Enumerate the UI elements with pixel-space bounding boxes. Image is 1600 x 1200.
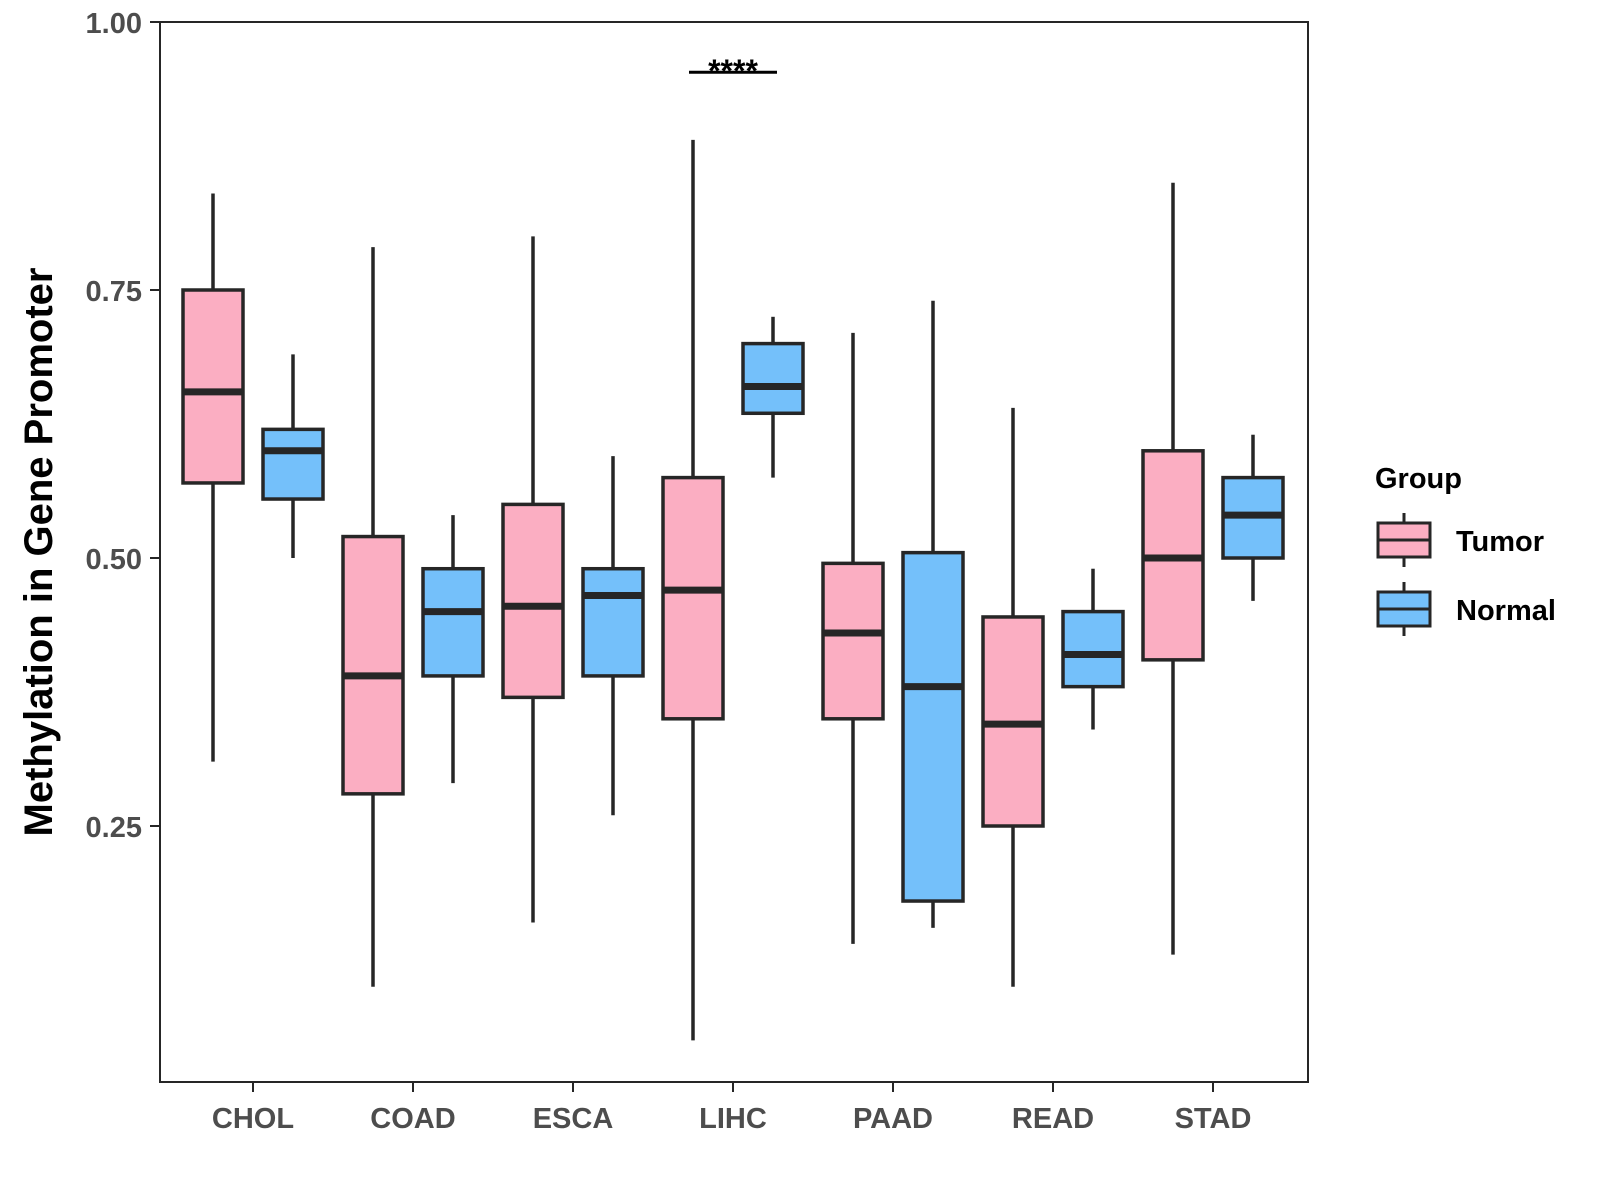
legend: Group Tumor Normal bbox=[1375, 463, 1556, 636]
box-normal-chol bbox=[261, 354, 325, 558]
box-tumor-chol bbox=[181, 193, 245, 762]
y-axis-title: Methylation in Gene Promoter bbox=[17, 268, 61, 837]
box-tumor-read bbox=[981, 407, 1045, 987]
box-normal-stad bbox=[1221, 434, 1285, 601]
plot-panel bbox=[159, 21, 1309, 1083]
x-tick-label: STAD bbox=[1175, 1103, 1252, 1135]
box-normal-paad bbox=[901, 300, 965, 928]
y-tick-label: 0.25 bbox=[86, 812, 142, 844]
box-body bbox=[661, 475, 725, 721]
box-body bbox=[261, 427, 325, 501]
significance-label: **** bbox=[708, 53, 758, 89]
box-normal-coad bbox=[421, 515, 485, 784]
box-body bbox=[821, 561, 885, 721]
x-tick-label: PAAD bbox=[853, 1103, 933, 1135]
box-tumor-coad bbox=[341, 247, 405, 987]
box-body bbox=[581, 566, 645, 678]
box-tumor-esca bbox=[501, 236, 565, 923]
box-body bbox=[741, 341, 805, 416]
box-body bbox=[501, 502, 565, 700]
legend-item-tumor: Tumor bbox=[1376, 513, 1544, 567]
x-tick-label: COAD bbox=[370, 1103, 455, 1135]
y-axis: 0.25 0.50 0.75 1.00 bbox=[86, 8, 160, 844]
x-tick-label: READ bbox=[1012, 1103, 1094, 1135]
legend-label: Tumor bbox=[1456, 526, 1544, 558]
significance-annotations: **** bbox=[689, 53, 777, 89]
box-series bbox=[181, 139, 1285, 1041]
x-tick-label: ESCA bbox=[533, 1103, 614, 1135]
box-body bbox=[1061, 609, 1125, 689]
box-tumor-paad bbox=[821, 332, 885, 944]
legend-label: Normal bbox=[1456, 595, 1556, 627]
box-normal-esca bbox=[581, 456, 645, 816]
x-tick-label: CHOL bbox=[212, 1103, 294, 1135]
x-tick-label: LIHC bbox=[699, 1103, 767, 1135]
box-normal-lihc bbox=[741, 316, 805, 478]
y-tick-label: 0.50 bbox=[86, 544, 142, 576]
box-tumor-lihc bbox=[661, 139, 725, 1041]
y-tick-label: 0.75 bbox=[86, 276, 142, 308]
box-tumor-stad bbox=[1141, 182, 1205, 955]
box-body bbox=[341, 534, 405, 796]
x-axis: CHOL COAD ESCA LIHC PAAD READ STAD bbox=[212, 1082, 1251, 1135]
legend-title: Group bbox=[1375, 463, 1462, 495]
box-body bbox=[421, 566, 485, 678]
box-body bbox=[181, 288, 245, 485]
box-body bbox=[901, 550, 965, 903]
box-normal-read bbox=[1061, 568, 1125, 730]
legend-item-normal: Normal bbox=[1376, 582, 1556, 636]
y-tick-label: 1.00 bbox=[86, 8, 142, 40]
